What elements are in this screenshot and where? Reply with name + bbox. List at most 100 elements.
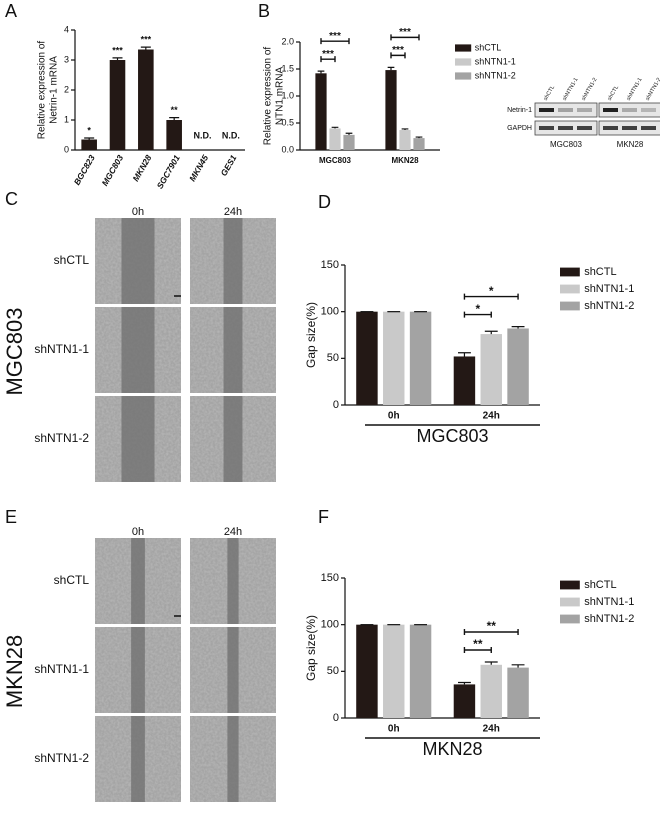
y-axis-label: Netrin-1 mRNA [49,56,60,124]
y-tick-label: 100 [321,306,339,318]
y-tick-label: 4 [64,24,69,34]
y-axis-label: Relative expression of [263,47,274,146]
annotation: N.D. [222,130,240,140]
blot-lane-label: shNTN1-2 [645,77,660,102]
legend-swatch [455,72,472,80]
blot-lane-label: shNTN1-1 [626,77,644,102]
legend-label: shNTN1-2 [584,300,634,312]
bar [453,356,476,405]
error-bar [387,66,395,71]
error-bar [511,664,525,668]
x-tick-label: MKN28 [391,156,419,165]
annotation: *** [141,34,152,44]
blot-lane-label: shNTN1-2 [581,77,599,102]
error-bar [317,70,325,74]
condition-label: shNTN1-2 [34,751,89,765]
y-axis-label: NTN1 mRNA [275,67,286,126]
blot-group-label: MKN28 [617,140,644,149]
panel-letter: D [318,192,331,212]
x-tick-label: 0h [388,724,400,735]
panel-letter: E [5,507,17,527]
significance-bracket [320,38,350,45]
band [603,108,618,112]
legend-swatch [560,614,580,624]
error-bar [511,326,525,329]
significance-bracket [320,56,336,63]
band [577,126,592,130]
annotation: *** [322,49,334,60]
x-tick-label: MGC803 [100,153,126,188]
y-tick-label: 1.5 [281,63,294,73]
legend-label: shNTN1-1 [584,596,634,608]
bar [409,624,432,718]
panel-letter: A [5,1,17,21]
legend-label: shCTL [475,42,502,52]
y-tick-label: 100 [321,619,339,631]
legend-swatch [455,44,472,52]
x-tick-label: SGC7901 [155,153,182,191]
wound-gap [121,396,155,482]
legend-label: shNTN1-1 [584,283,634,295]
annotation: * [476,302,481,316]
error-bar [484,661,498,665]
wound-gap [131,627,145,713]
y-tick-label: 0 [333,712,339,724]
y-tick-label: 1.0 [281,90,294,100]
legend-swatch [560,284,580,294]
band [622,126,637,130]
bar [166,120,182,150]
wound-gap [131,716,145,802]
time-label: 0h [132,206,144,218]
band [539,126,554,130]
bar [480,334,502,405]
annotation: *** [112,45,123,55]
legend-swatch [560,301,580,311]
band [603,126,618,130]
x-axis-label: MGC803 [416,426,488,446]
error-bar [169,117,180,120]
annotation: ** [171,105,179,115]
legend-swatch [455,58,472,66]
x-tick-label: 24h [483,411,500,422]
legend-swatch [560,597,580,607]
condition-label: shNTN1-1 [34,662,89,676]
bar [507,328,529,405]
legend-label: shNTN1-1 [475,56,516,66]
bar [453,684,476,718]
band [622,108,637,112]
wound-gap [223,396,243,482]
wound-gap [227,716,239,802]
error-bar [458,681,471,685]
legend-label: shCTL [584,266,616,278]
annotation: * [489,284,494,298]
x-tick-label: BGC823 [72,153,97,187]
band [539,108,554,112]
blot-row-label: GAPDH [507,125,532,132]
error-bar [331,126,339,129]
wound-gap [227,627,239,713]
bar [480,664,502,718]
bar [409,311,432,405]
legend-label: shCTL [584,579,616,591]
significance-bracket [463,629,519,635]
panel-letter: C [5,189,18,209]
band [558,108,573,112]
wound-gap [131,538,145,624]
error-bar [112,57,123,60]
bar [356,624,378,718]
annotation: * [87,125,91,135]
x-tick-label: 0h [388,411,400,422]
bar [385,70,397,150]
condition-label: shNTN1-2 [34,431,89,445]
y-tick-label: 150 [321,572,339,584]
blot-lane-label: shCTL [607,85,620,102]
blot-lane-label: shCTL [543,85,556,102]
cell-line-label: MKN28 [2,635,27,708]
time-label: 24h [224,206,242,218]
x-tick-label: MKN28 [130,153,153,183]
annotation: ** [487,619,497,633]
bar [383,311,405,405]
significance-bracket [463,647,492,653]
error-bar [415,136,423,139]
x-tick-label: MGC803 [319,156,352,165]
